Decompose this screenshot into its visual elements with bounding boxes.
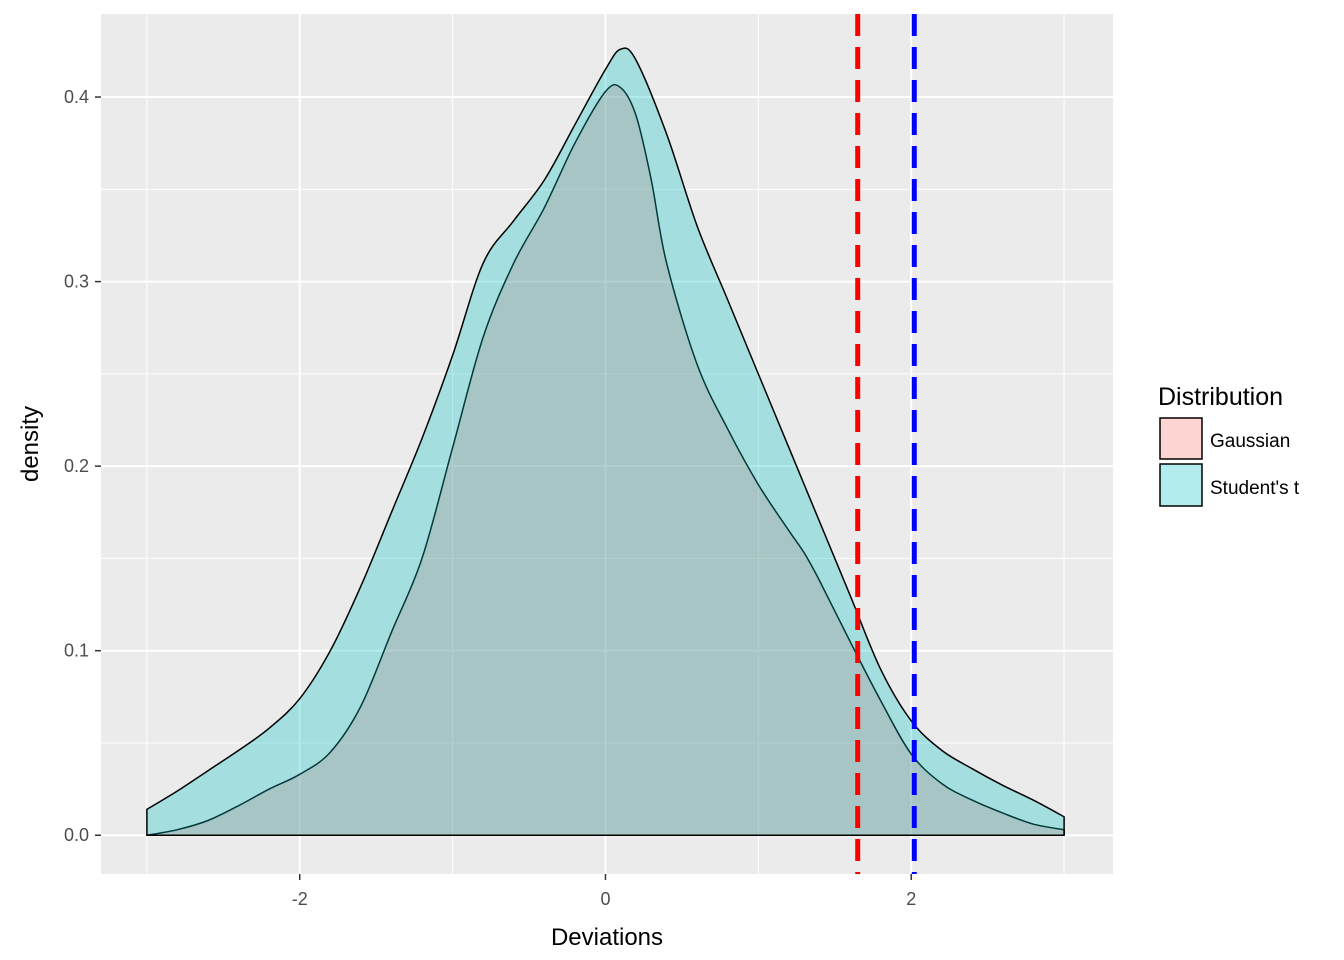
legend-title: Distribution	[1158, 383, 1283, 411]
legend-label-gaussian: Gaussian	[1210, 431, 1290, 452]
minor-grid	[101, 14, 1113, 874]
y-tick-label-3: 0.3	[64, 272, 89, 292]
x-axis: -2 0 2	[292, 874, 916, 909]
y-tick-label-1: 0.1	[64, 641, 89, 661]
legend-key-students-t	[1159, 463, 1203, 507]
y-axis: 0.0 0.1 0.2 0.3 0.4	[64, 87, 101, 845]
y-tick-label-0: 0.0	[64, 825, 89, 845]
y-axis-title: density	[17, 406, 44, 482]
x-tick-label-0: -2	[292, 889, 308, 909]
reference-lines	[855, 14, 917, 874]
density-area-gaussian	[146, 83, 1065, 836]
x-tick-label-2: 2	[906, 889, 916, 909]
y-tick-label-2: 0.2	[64, 456, 89, 476]
plot-panel	[101, 14, 1113, 874]
density-area-student-s-t	[146, 47, 1065, 836]
y-tick-label-4: 0.4	[64, 87, 89, 107]
x-axis-title: Deviations	[551, 924, 663, 951]
density-areas	[146, 47, 1065, 836]
x-tick-label-1: 0	[600, 889, 610, 909]
legend: Distribution Gaussian Student's t	[1158, 383, 1300, 507]
legend-label-students-t: Student's t	[1210, 478, 1300, 499]
legend-key-gaussian	[1159, 417, 1203, 460]
